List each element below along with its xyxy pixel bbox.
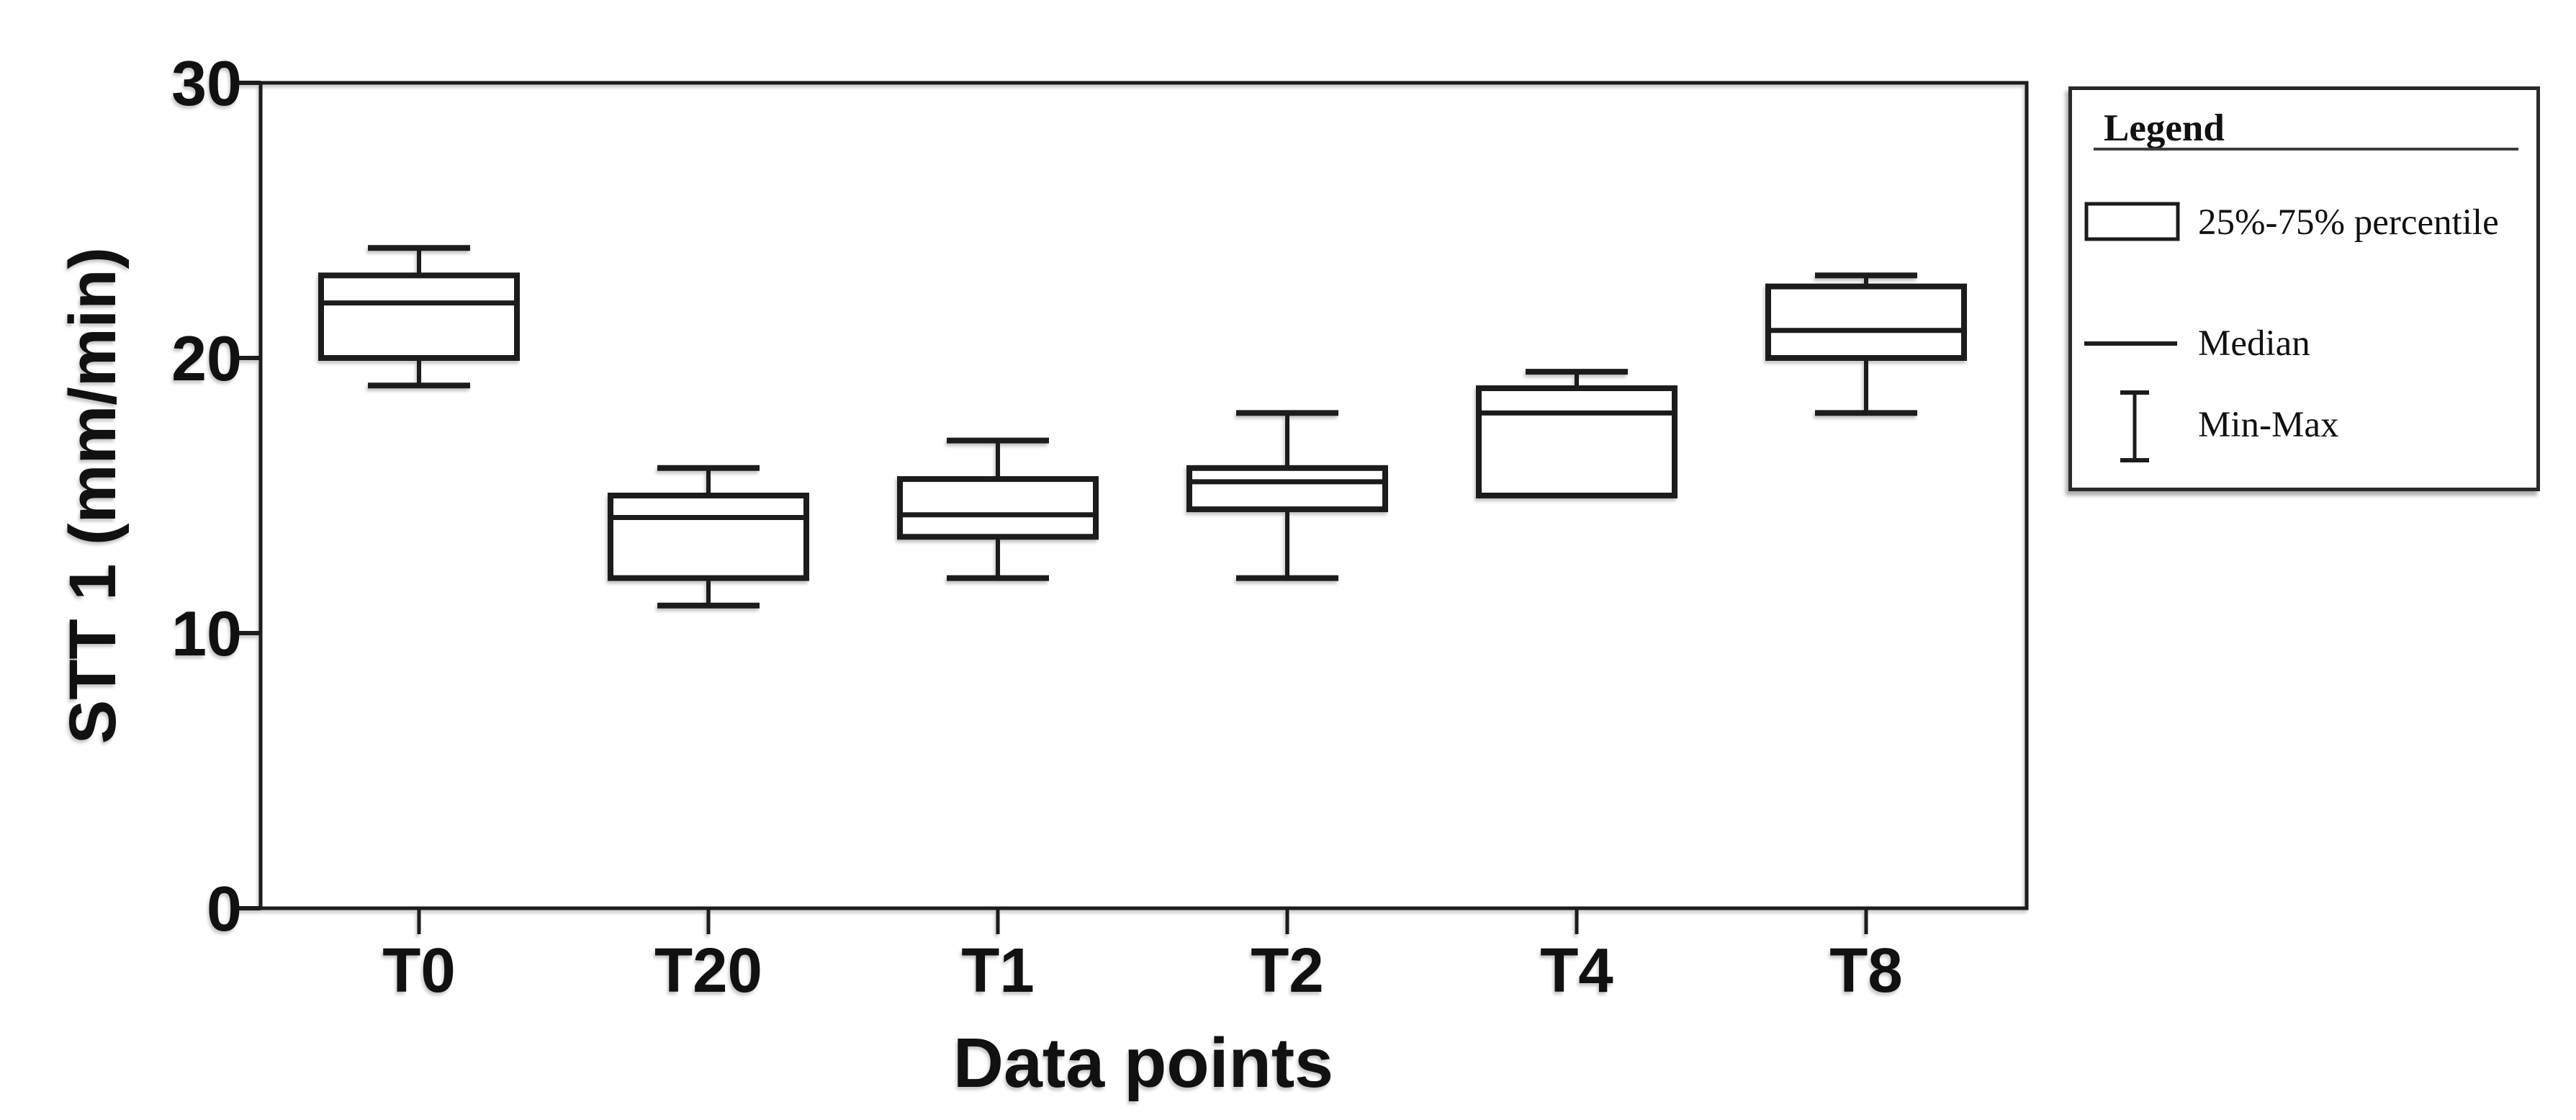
boxplot-T20 (608, 465, 809, 609)
y-tick-label-10: 10 (171, 598, 242, 669)
median-line-icon (2084, 341, 2177, 346)
y-axis-title: STT 1 (mm/min) (56, 247, 130, 744)
legend-divider (2094, 148, 2518, 151)
boxplot-T0 (318, 245, 520, 389)
iqr-box-T4 (1476, 385, 1677, 499)
plot-area: 0 10 20 30 T0 T20 T1 T2 T4 T8 (171, 48, 2029, 1005)
legend-label-median: Median (2198, 323, 2310, 364)
iqr-box-T8 (1765, 283, 1967, 361)
plot-frame (258, 81, 2029, 910)
legend-label-percentile: 25%-75% percentile (2198, 202, 2499, 243)
y-tick-label-30: 30 (171, 48, 242, 119)
legend-label-min-max: Min-Max (2198, 405, 2339, 445)
x-axis-title: Data points (953, 1023, 1333, 1102)
x-tick-label-T8: T8 (1829, 936, 1903, 1005)
iqr-box-T0 (318, 272, 520, 361)
iqr-box-T2 (1186, 465, 1388, 513)
x-tick-label-T4: T4 (1540, 936, 1613, 1005)
boxplot-T2 (1186, 410, 1388, 581)
percentile-box-icon (2084, 202, 2180, 241)
x-tick-label-T1: T1 (961, 936, 1035, 1005)
boxplot-T4 (1476, 369, 1677, 499)
y-tick-label-20: 20 (171, 323, 242, 394)
boxplot-T1 (897, 437, 1099, 581)
x-tick-label-T20: T20 (654, 936, 762, 1005)
x-tick-label-T0: T0 (382, 936, 456, 1005)
x-tick-label-T2: T2 (1251, 936, 1324, 1005)
iqr-box-T1 (897, 476, 1099, 540)
y-tick-label-0: 0 (207, 873, 242, 944)
min-max-whisker-icon (2120, 390, 2149, 462)
iqr-box-T20 (608, 493, 809, 581)
boxplot-T8 (1765, 272, 1967, 416)
legend-title: Legend (2104, 107, 2225, 149)
legend: Legend 25%-75% percentile Median Min-Max (2068, 86, 2540, 491)
